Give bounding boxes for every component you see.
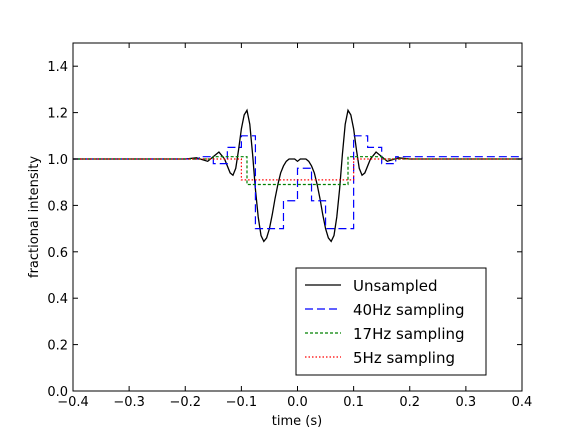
y-axis-label: fractional intensity [27,156,42,278]
legend-label-3: 5Hz sampling [353,349,455,367]
y-axis-ticks: 0.0 0.2 0.4 0.6 0.8 1.0 1.2 1.4 [47,60,522,400]
legend-label-1: 40Hz sampling [353,301,465,319]
y-tick-label: 0.2 [47,339,68,354]
x-tick-label: 0.3 [456,395,477,410]
legend-items: Unsampled 40Hz sampling 17Hz sampling 5Hz s… [305,277,465,367]
series-layer [73,108,523,243]
y-tick-label: 0.4 [47,292,68,307]
x-tick-label: −0.4 [57,395,89,410]
x-tick-label: −0.3 [113,395,145,410]
x-tick-label: −0.1 [226,395,258,410]
y-tick-label: 1.0 [47,153,68,168]
legend-box [295,267,487,376]
y-tick-label: 1.2 [47,107,68,122]
x-tick-label: −0.2 [169,395,201,410]
series-line-1 [73,135,523,230]
x-axis-label: time (s) [272,414,322,429]
series-line-3 [73,158,522,181]
x-tick-label: 0.0 [287,395,308,410]
legend: Unsampled 40Hz sampling 17Hz sampling 5Hz s… [295,267,487,376]
series-line-0 [73,108,522,243]
x-tick-label: 0.2 [399,395,420,410]
legend-label-2: 17Hz sampling [353,325,465,343]
x-axis-ticks: −0.4 −0.3 −0.2 −0.1 0.0 0.1 0.2 0.3 0.4 [57,43,532,410]
y-tick-label: 1.4 [47,60,68,75]
y-tick-label: 0.6 [47,246,68,261]
x-tick-label: 0.1 [343,395,364,410]
y-tick-label: 0.8 [47,199,68,214]
series-line-2 [73,156,522,186]
legend-label-0: Unsampled [353,277,438,295]
x-tick-label: 0.4 [512,395,533,410]
y-tick-label: 0.0 [47,385,68,400]
